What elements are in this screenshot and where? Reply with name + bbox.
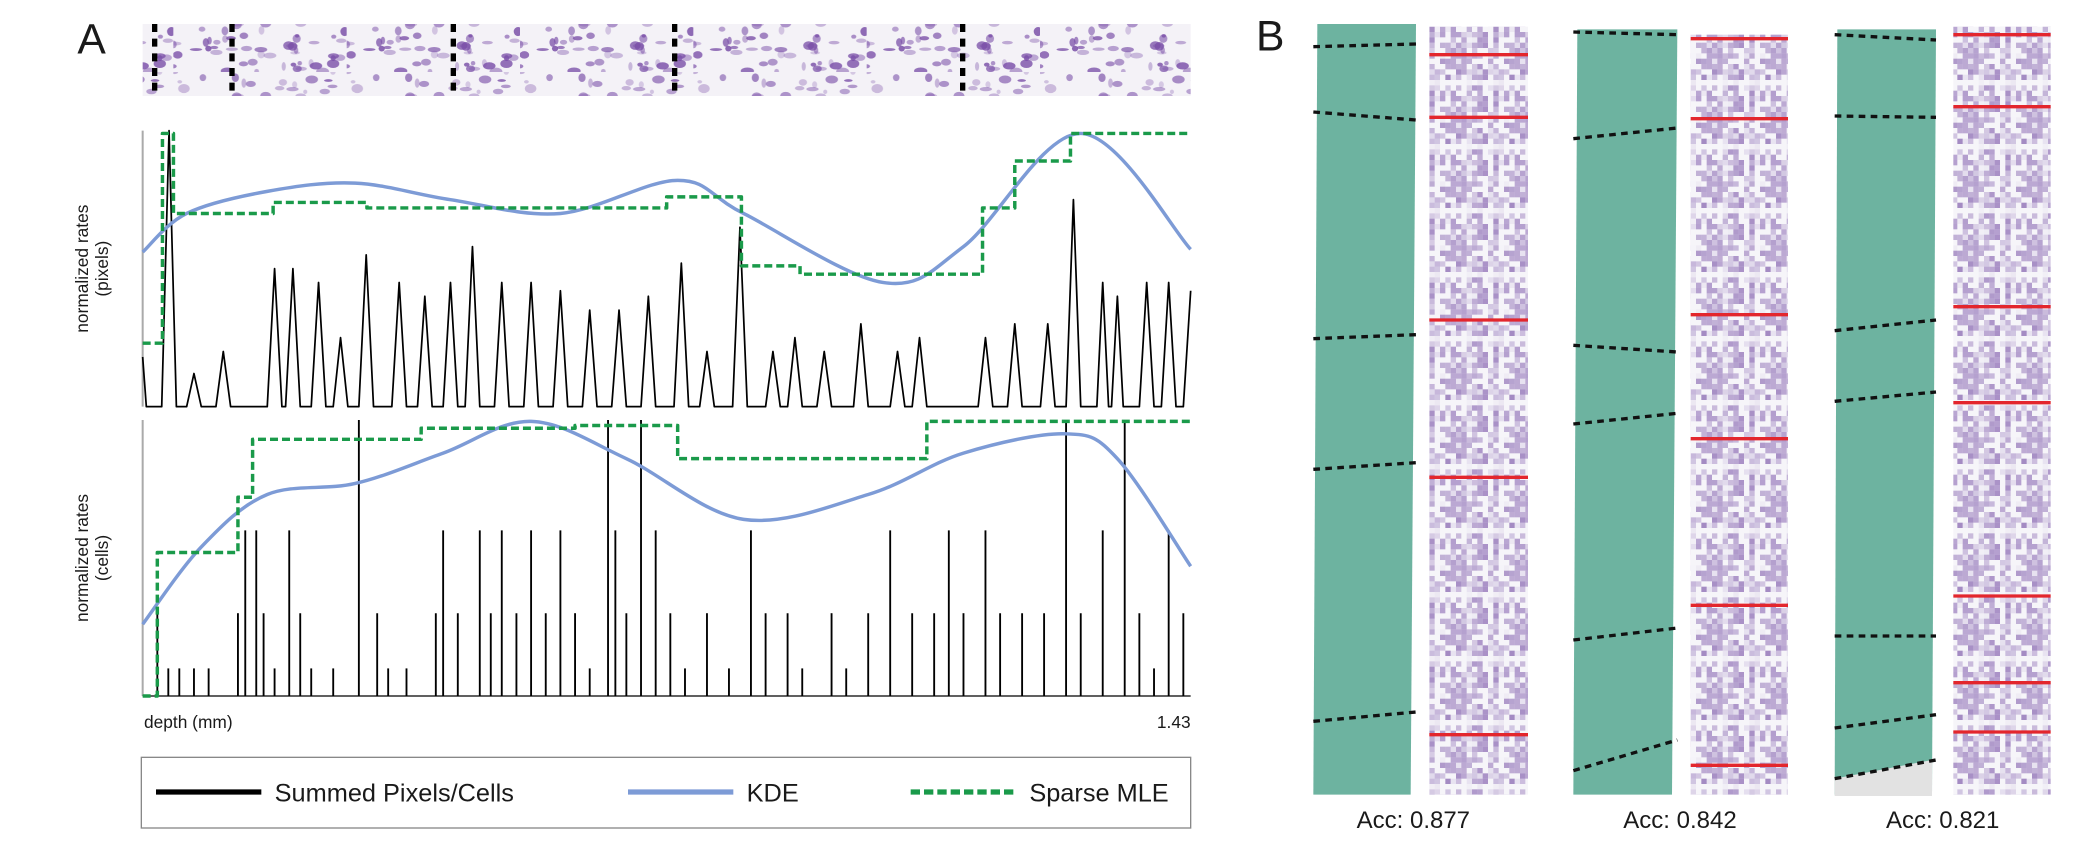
y-axis-label: normalized rates — [72, 204, 92, 332]
x-axis-label: depth (mm) — [144, 712, 233, 732]
predicted-boundary — [1573, 411, 1678, 426]
accuracy-caption: Acc: 0.842 — [1623, 807, 1736, 834]
tissue-texture — [1953, 26, 2051, 795]
legend: Summed Pixels/Cells KDE Sparse MLE — [140, 756, 1192, 829]
predicted-boundary — [1834, 33, 1937, 42]
panel-label: A — [77, 15, 106, 63]
legend-label: Summed Pixels/Cells — [275, 779, 514, 807]
predicted-boundary — [1313, 333, 1417, 341]
predicted-boundary — [1573, 126, 1678, 141]
predicted-boundary — [1834, 758, 1937, 781]
accuracy-caption: Acc: 0.877 — [1357, 807, 1470, 834]
predicted-boundary — [1834, 390, 1937, 403]
mle-line — [142, 131, 1191, 345]
predicted-boundary — [1313, 42, 1417, 49]
legend-label: KDE — [747, 779, 799, 807]
predicted-boundary — [1313, 110, 1417, 122]
predicted-boundary — [1573, 343, 1678, 354]
predicted-boundary — [1573, 30, 1678, 37]
legend-items: Summed Pixels/Cells KDE Sparse MLE — [156, 779, 1169, 807]
predicted-boundary — [1834, 114, 1937, 119]
y-axis-label: normalized rates — [72, 494, 92, 622]
boundary-lines — [152, 24, 966, 96]
predicted-boundary — [1834, 713, 1937, 730]
legend-label: Sparse MLE — [1029, 779, 1168, 807]
panel-b: Acc: 0.877 Acc: 0.842 Acc: 0.821 — [1313, 24, 2051, 834]
accuracy-caption: Acc: 0.821 — [1886, 807, 1999, 834]
x-tick-label: 1.43 — [1157, 712, 1191, 732]
plot: normalized rates (pixels) — [72, 129, 1192, 408]
predicted-boundary — [1834, 318, 1937, 333]
plots: normalized rates (pixels)normalized rates… — [72, 129, 1193, 732]
y-axis-label: (cells) — [92, 535, 112, 581]
layer-column — [1313, 24, 1416, 795]
kde-line — [141, 419, 1193, 626]
kde-line — [141, 131, 1192, 286]
predicted-boundary — [1573, 626, 1678, 642]
predicted-boundary — [1313, 461, 1417, 471]
histology-strip — [142, 24, 1191, 96]
tissue-texture — [1690, 34, 1788, 795]
predicted-boundary — [1313, 710, 1417, 723]
strip-texture — [142, 24, 1191, 96]
predicted-boundary — [1572, 738, 1678, 773]
y-axis-label: (pixels) — [92, 241, 112, 297]
panel-label: B — [1256, 13, 1284, 61]
summed-line — [141, 129, 1192, 408]
plot: normalized rates (cells) depth (mm) 1.43 — [72, 419, 1193, 732]
layer-column — [1573, 29, 1678, 795]
empty-region — [1834, 760, 1932, 796]
layer-column — [1834, 29, 1936, 795]
tissue-texture — [1429, 26, 1528, 795]
mle-line — [142, 419, 1191, 698]
